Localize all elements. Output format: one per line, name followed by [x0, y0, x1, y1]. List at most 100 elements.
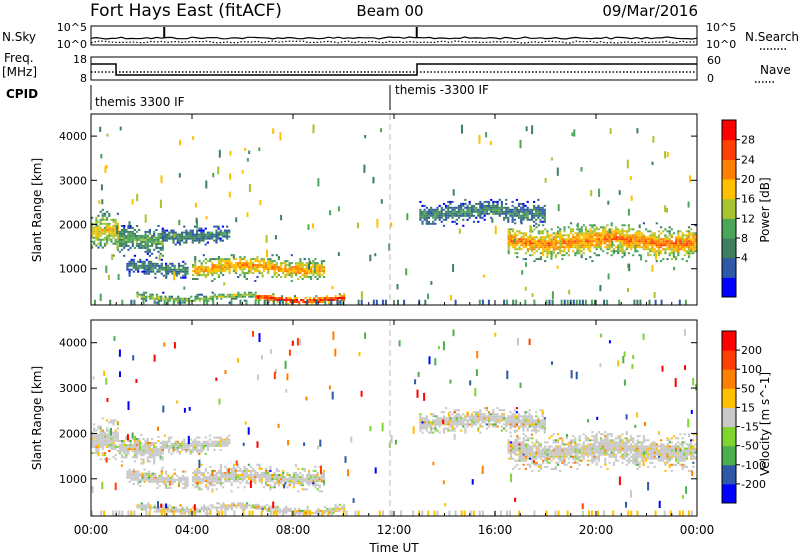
- echo-cell: [304, 272, 306, 274]
- echo-cell: [154, 507, 156, 509]
- echo-cell: [507, 213, 509, 215]
- echo-cell: [261, 260, 263, 262]
- echo-cell: [266, 295, 268, 297]
- echo-cell: [211, 234, 213, 236]
- echo-cell: [302, 468, 304, 470]
- echo-cell: [205, 484, 207, 486]
- echo-cell: [289, 262, 291, 264]
- echo-cell: [162, 236, 164, 238]
- echo-cell: [539, 219, 541, 221]
- echo-cell: [320, 297, 322, 299]
- echo-cell: [505, 426, 507, 428]
- echo-cell: [568, 290, 570, 294]
- echo-cell: [134, 233, 136, 235]
- echo-cell: [144, 273, 146, 275]
- echo-cell: [235, 262, 237, 264]
- echo-cell: [456, 207, 458, 209]
- echo-cell: [207, 266, 209, 268]
- echo-cell: [222, 260, 224, 262]
- echo-cell: [516, 437, 518, 439]
- echo-cell: [241, 470, 243, 472]
- echo-cell: [165, 267, 167, 269]
- echo-cell: [655, 300, 657, 305]
- echo-cell: [426, 223, 428, 225]
- echo-cell: [237, 466, 239, 468]
- echo-cell: [205, 468, 207, 470]
- echo-cell: [561, 246, 563, 248]
- echo-cell: [464, 207, 466, 209]
- echo-cell: [579, 242, 581, 244]
- echo-cell: [661, 300, 663, 305]
- echo-cell: [152, 298, 154, 300]
- echo-cell: [613, 234, 615, 236]
- echo-cell: [113, 456, 115, 458]
- echo-cell: [434, 213, 436, 215]
- echo-cell: [546, 254, 548, 256]
- echo-cell: [339, 510, 341, 512]
- echo-cell: [568, 226, 570, 228]
- echo-cell: [538, 470, 540, 472]
- echo-cell: [222, 240, 224, 242]
- echo-cell: [192, 447, 194, 449]
- echo-cell: [628, 224, 630, 226]
- echo-cell: [200, 228, 202, 230]
- echo-cell: [688, 242, 690, 244]
- echo-cell: [256, 258, 258, 260]
- echo-cell: [531, 417, 533, 419]
- echo-cell: [256, 260, 258, 262]
- echo-cell: [125, 245, 127, 247]
- echo-cell: [570, 242, 572, 244]
- echo-cell: [654, 248, 656, 250]
- echo-cell: [636, 246, 638, 248]
- echo-cell: [137, 477, 139, 479]
- echo-cell: [576, 228, 578, 230]
- echo-cell: [323, 478, 325, 480]
- echo-cell: [127, 448, 129, 450]
- echo-cell: [237, 266, 239, 268]
- echo-cell: [129, 261, 131, 263]
- echo-cell: [277, 506, 279, 508]
- echo-cell: [207, 449, 209, 451]
- echo-cell: [317, 474, 319, 476]
- echo-cell: [100, 235, 102, 237]
- power-colorbar-tick-label: 20: [741, 173, 755, 186]
- echo-cell: [93, 233, 95, 235]
- echo-cell: [178, 265, 180, 267]
- echo-cell: [579, 244, 581, 246]
- echo-cell: [220, 238, 222, 240]
- echo-cell: [156, 509, 158, 511]
- echo-cell: [671, 258, 673, 260]
- echo-cell: [492, 211, 494, 213]
- echo-cell: [660, 246, 662, 248]
- echo-cell: [563, 443, 565, 445]
- echo-cell: [141, 473, 143, 475]
- echo-cell: [628, 238, 630, 240]
- echo-cell: [561, 452, 563, 454]
- echo-cell: [492, 207, 494, 209]
- echo-cell: [445, 217, 447, 219]
- echo-cell: [505, 203, 507, 205]
- echo-cell: [535, 223, 537, 225]
- echo-cell: [198, 234, 200, 236]
- echo-cell: [146, 273, 148, 275]
- echo-cell: [278, 256, 280, 258]
- echo-cell: [235, 270, 237, 272]
- echo-cell: [293, 482, 295, 484]
- echo-cell: [542, 454, 544, 456]
- echo-cell: [279, 300, 281, 305]
- echo-cell: [192, 478, 194, 480]
- echo-cell: [123, 255, 125, 257]
- echo-cell: [335, 508, 337, 510]
- echo-cell: [145, 292, 147, 294]
- echo-cell: [449, 215, 451, 217]
- echo-cell: [587, 234, 589, 236]
- echo-cell: [296, 297, 298, 299]
- echo-cell: [536, 464, 538, 466]
- echo-cell: [171, 298, 173, 300]
- echo-cell: [218, 238, 220, 240]
- echo-cell: [512, 228, 514, 230]
- echo-cell: [538, 224, 540, 226]
- echo-cell: [323, 476, 325, 478]
- echo-cell: [516, 421, 518, 423]
- echo-cell: [299, 484, 301, 486]
